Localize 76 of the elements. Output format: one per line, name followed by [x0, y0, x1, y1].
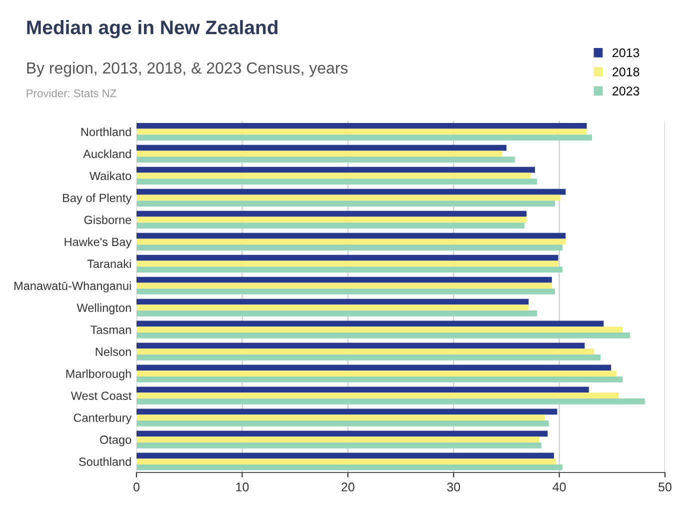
bar [136, 200, 556, 206]
bar [136, 326, 623, 333]
bar [136, 222, 524, 228]
bar [136, 282, 552, 289]
y-tick-label: Auckland [83, 149, 131, 158]
bar [136, 216, 527, 223]
bar [136, 298, 529, 305]
bar [136, 260, 558, 267]
bar [136, 436, 540, 442]
y-tick-label: West Coast [70, 392, 132, 400]
y-tick-label: Wellington [76, 303, 131, 314]
y-tick-label: Waikato [89, 171, 132, 180]
bar [136, 144, 506, 151]
bar [136, 414, 544, 420]
x-tick-label: 40 [552, 482, 566, 492]
bar [136, 122, 587, 129]
text: Provider: Stats NZ [26, 89, 116, 98]
x-tick-label: 0 [134, 482, 140, 492]
legend-label: 2013 [612, 48, 640, 58]
bar [136, 370, 616, 376]
y-tick-label: Northland [81, 127, 131, 136]
bar [136, 332, 630, 338]
bar [136, 452, 554, 459]
bar [136, 194, 560, 201]
y-tick-label: Canterbury [74, 413, 132, 424]
bar [136, 188, 566, 195]
x-tick-label: 50 [658, 482, 672, 492]
bar [136, 134, 592, 141]
bar [136, 420, 549, 426]
y-tick-label: Nelson [96, 347, 131, 356]
bar [136, 430, 548, 437]
bar [136, 150, 502, 157]
legend-label: 2018 [612, 67, 640, 76]
y-tick-label: Bay of Plenty [63, 193, 132, 204]
bar [136, 310, 538, 316]
y-tick-label: Hawke's Bay [64, 237, 132, 248]
bar [136, 128, 587, 135]
x-tick-label: 10 [236, 482, 249, 492]
y-tick-label: Southland [79, 457, 131, 466]
bar [136, 156, 515, 163]
x-tick-label: 30 [447, 482, 460, 492]
bar [136, 276, 552, 283]
bar [136, 238, 566, 245]
y-tick-label: Tasman [90, 326, 131, 334]
x-tick-label: 20 [342, 482, 354, 492]
y-tick-label: Manawatū-Whanganui [14, 281, 131, 292]
bar [136, 342, 585, 349]
chart-subtitle: By region, 2013, 2018, & 2023 Census, years [27, 62, 348, 77]
bar [136, 232, 566, 239]
bar [136, 392, 618, 398]
bar [136, 254, 558, 261]
bar [136, 266, 562, 272]
bar [136, 408, 558, 415]
bar [136, 398, 645, 404]
bar [136, 354, 601, 360]
bar [136, 376, 623, 382]
bar [136, 320, 604, 327]
bar [136, 442, 542, 448]
bar [136, 288, 556, 294]
bar [136, 464, 562, 470]
bar [136, 304, 529, 311]
bar [136, 210, 527, 217]
bar [136, 348, 594, 355]
chart-title: Median age in New Zealand [27, 20, 278, 38]
bar [136, 386, 589, 393]
y-tick-label: Marlborough [66, 369, 131, 380]
bar [136, 166, 535, 173]
legend-label: 2023 [612, 86, 640, 96]
y-tick-label: Otago [100, 436, 132, 446]
y-tick-label: Gisborne [84, 215, 132, 224]
bar [136, 244, 562, 250]
y-tick-label: Taranaki [87, 259, 131, 268]
bar [136, 364, 612, 371]
bar [136, 172, 531, 179]
bar [136, 178, 538, 185]
bar [136, 458, 556, 464]
